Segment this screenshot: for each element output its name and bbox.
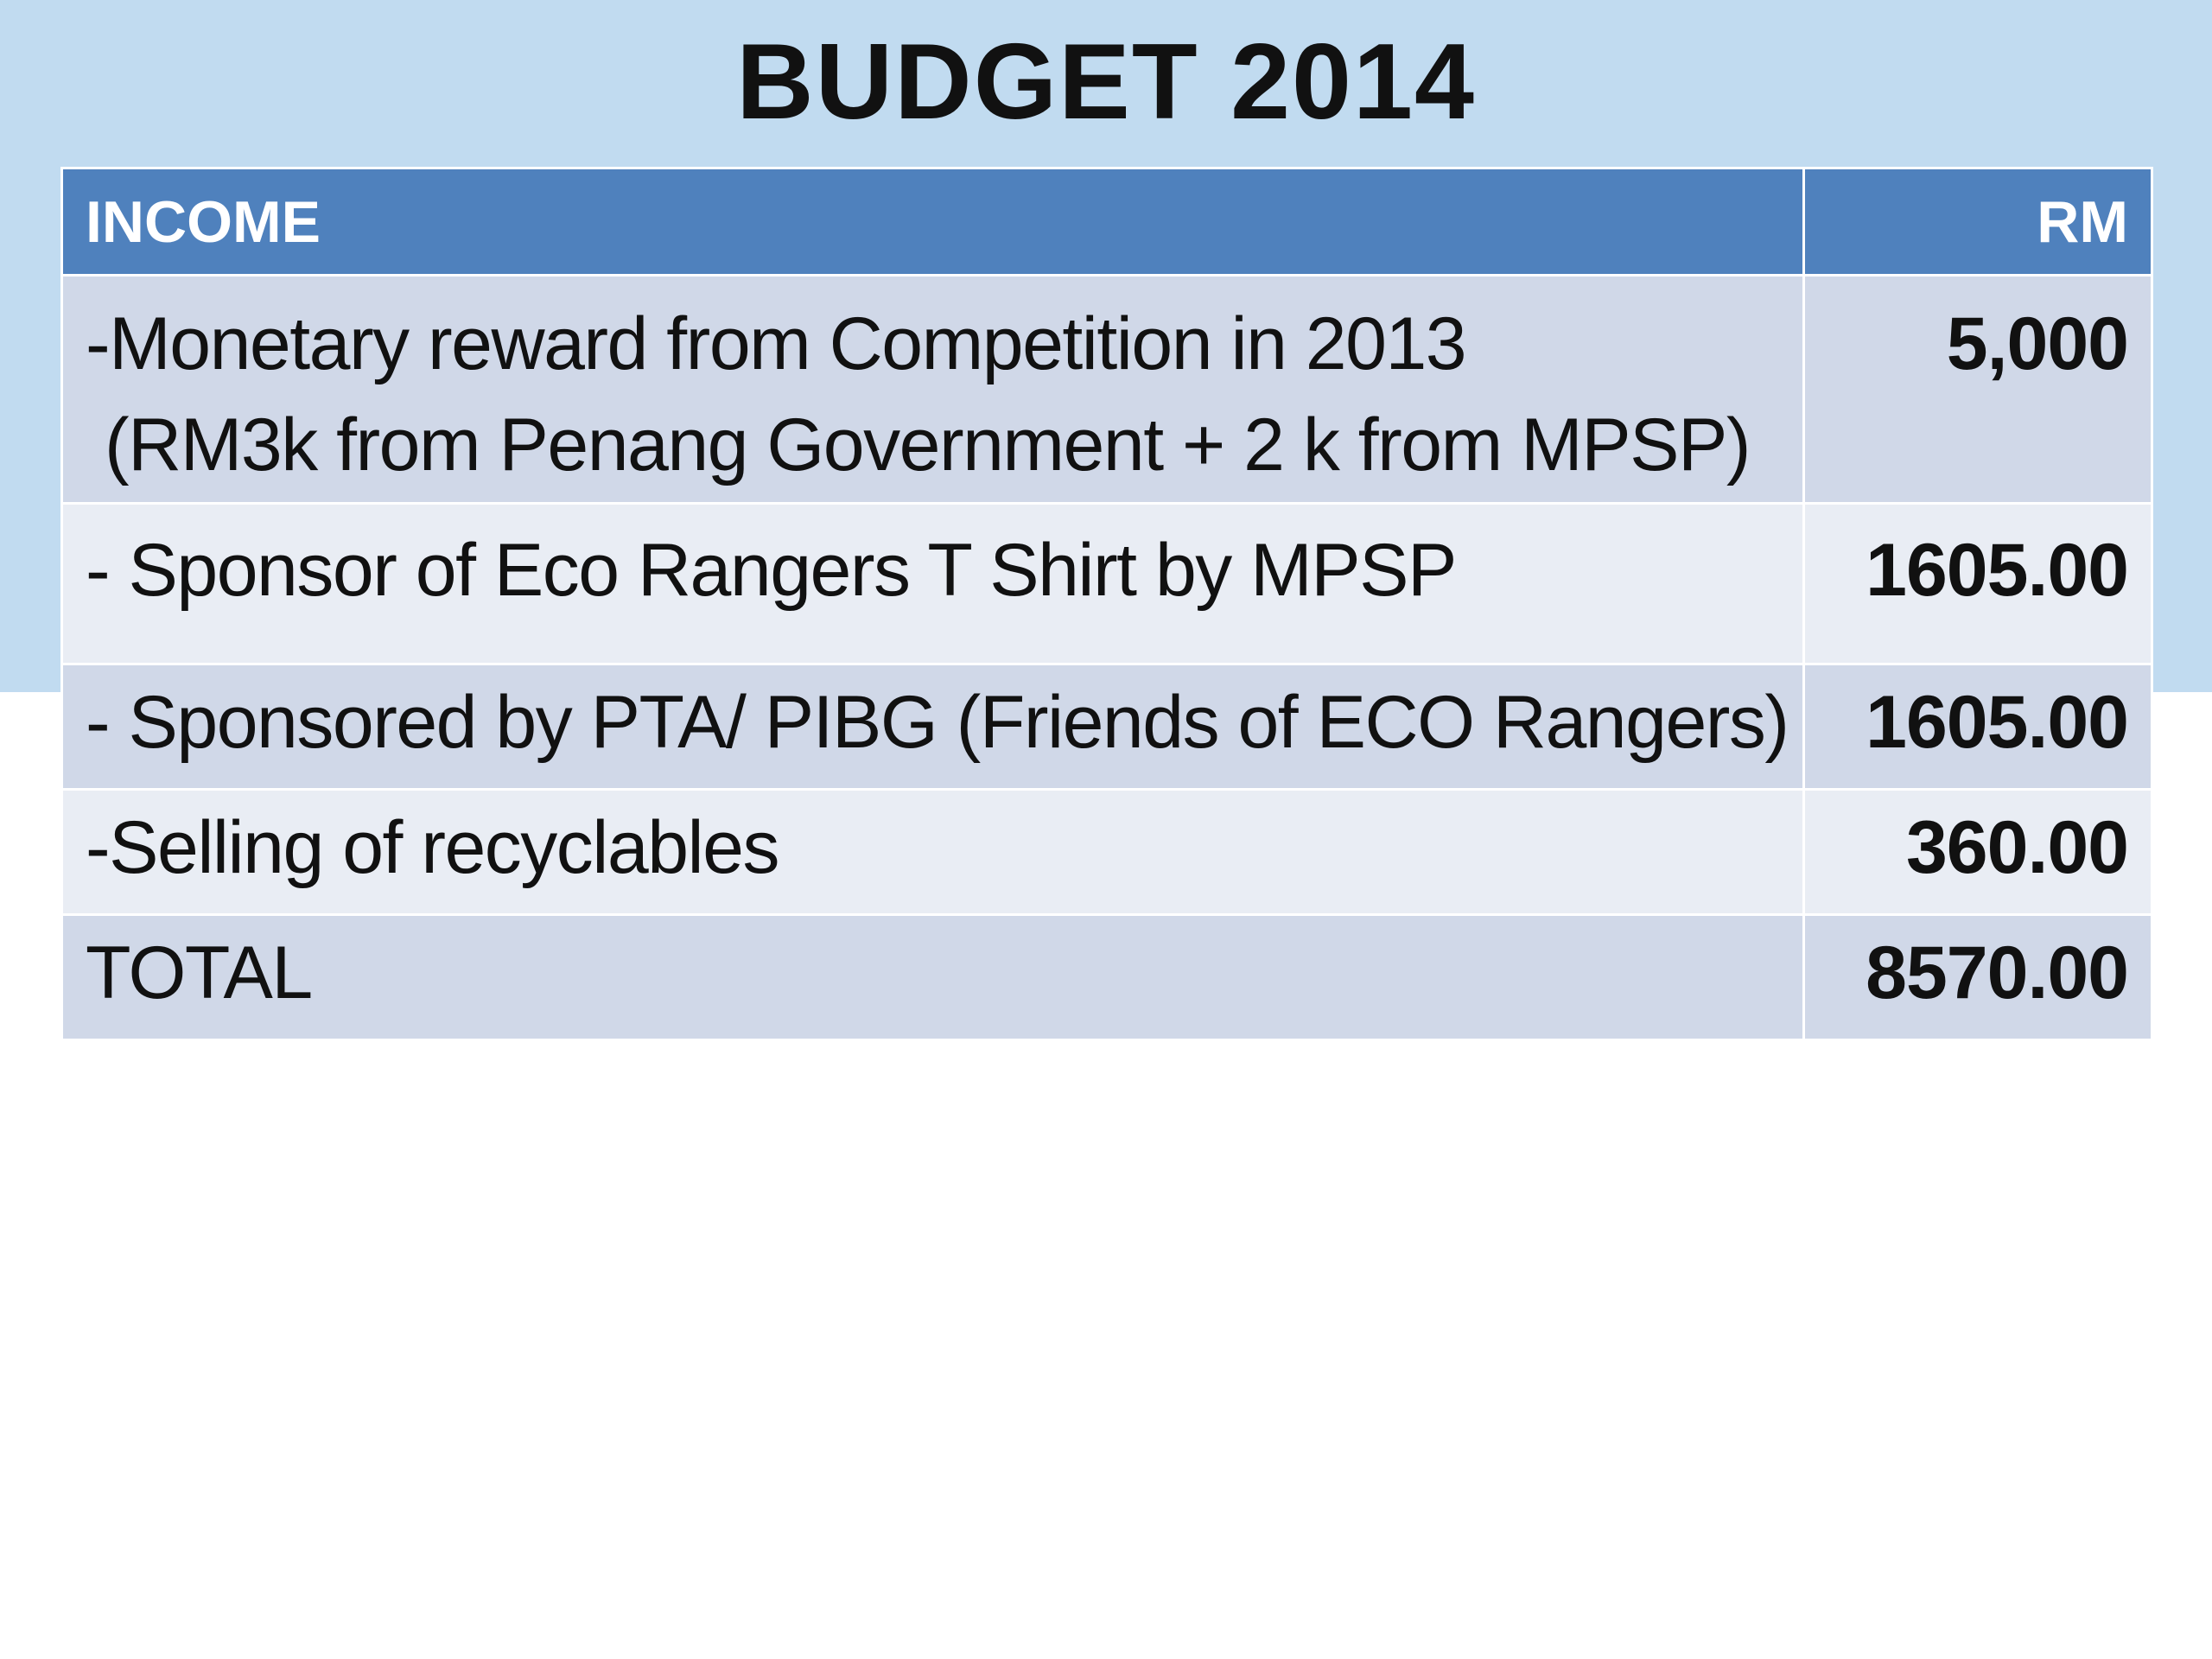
table-row: -Selling of recyclables 360.00 bbox=[60, 788, 2153, 916]
table-row: - Sponsored by PTA/ PIBG (Friends of ECO… bbox=[60, 663, 2153, 791]
description-line: - Sponsored by PTA/ PIBG (Friends of ECO… bbox=[86, 681, 1789, 764]
table-header-row: INCOME RM bbox=[60, 167, 2153, 276]
income-amount: 360.00 bbox=[1802, 788, 2153, 916]
description-line: -Monetary reward from Competition in 201… bbox=[86, 302, 1467, 385]
total-label: TOTAL bbox=[60, 913, 1805, 1041]
description-line: TOTAL bbox=[86, 931, 313, 1014]
slide-title: BUDGET 2014 bbox=[736, 22, 1476, 142]
income-description: - Sponsor of Eco Rangers T Shirt by MPSP bbox=[60, 502, 1805, 665]
income-amount: 1605.00 bbox=[1802, 663, 2153, 791]
income-description: -Selling of recyclables bbox=[60, 788, 1805, 916]
description-line: (RM3k from Penang Government + 2 k from … bbox=[105, 403, 1751, 486]
total-amount: 8570.00 bbox=[1802, 913, 2153, 1041]
budget-table: INCOME RM -Monetary reward from Competit… bbox=[60, 167, 2153, 1041]
table-row: -Monetary reward from Competition in 201… bbox=[60, 274, 2153, 505]
header-income: INCOME bbox=[60, 167, 1805, 276]
income-amount: 5,000 bbox=[1802, 274, 2153, 505]
income-description: -Monetary reward from Competition in 201… bbox=[60, 274, 1805, 505]
table-row: - Sponsor of Eco Rangers T Shirt by MPSP… bbox=[60, 502, 2153, 665]
header-rm: RM bbox=[1802, 167, 2153, 276]
description-line: - Sponsor of Eco Rangers T Shirt by MPSP bbox=[86, 529, 1457, 612]
income-amount: 1605.00 bbox=[1802, 502, 2153, 665]
description-line: -Selling of recyclables bbox=[86, 806, 779, 889]
total-row: TOTAL 8570.00 bbox=[60, 913, 2153, 1041]
income-description: - Sponsored by PTA/ PIBG (Friends of ECO… bbox=[60, 663, 1805, 791]
